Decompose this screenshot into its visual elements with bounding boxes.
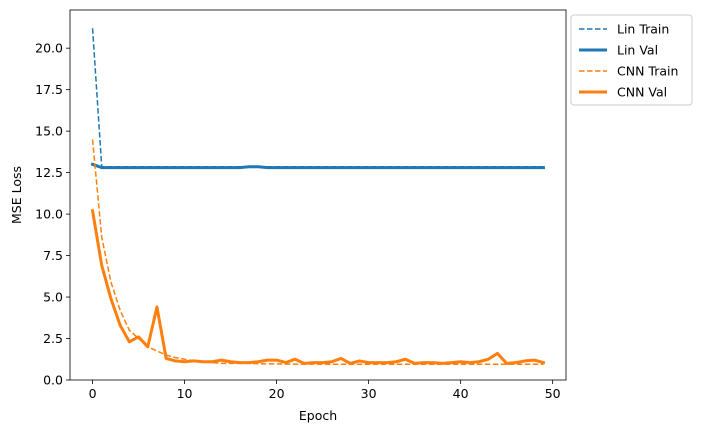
x-tick-label: 40: [453, 386, 469, 401]
x-tick-label: 30: [361, 386, 377, 401]
y-tick-label: 2.5: [43, 331, 63, 346]
series-line-lin-train: [91, 28, 544, 168]
legend: Lin Train Lin Val CNN Train CNN Val: [570, 14, 693, 106]
legend-label: CNN Val: [617, 85, 667, 100]
x-axis: 0 10 20 30 40 50: [89, 380, 561, 401]
y-tick-label: 12.5: [35, 165, 63, 180]
x-tick-label: 10: [177, 386, 193, 401]
y-tick-label: 17.5: [35, 82, 63, 97]
legend-label: Lin Val: [617, 43, 658, 58]
x-tick-label: 50: [545, 386, 561, 401]
legend-label: CNN Train: [617, 64, 678, 79]
x-axis-title: Epoch: [299, 408, 337, 423]
y-axis-title: MSE Loss: [9, 166, 24, 224]
y-tick-label: 15.0: [35, 124, 63, 139]
legend-label: Lin Train: [617, 22, 669, 37]
plot-frame: [69, 9, 567, 381]
plot-area: [69, 9, 567, 381]
x-tick-label: 20: [269, 386, 285, 401]
y-tick-label: 10.0: [35, 207, 63, 222]
series-line-cnn-train: [91, 139, 544, 365]
y-tick-label: 0.0: [43, 373, 63, 388]
y-tick-label: 20.0: [35, 41, 63, 56]
x-tick-label: 0: [89, 386, 97, 401]
series-line-cnn-val: [90, 209, 546, 365]
series-layer: [90, 28, 546, 365]
series-line-lin-val: [90, 162, 545, 170]
y-axis: 0.0 2.5 5.0 7.5 10.0 12.5 15.0 17.5 20.0: [35, 41, 70, 388]
legend-box: [570, 14, 693, 106]
y-tick-label: 5.0: [43, 290, 63, 305]
y-tick-label: 7.5: [43, 248, 63, 263]
